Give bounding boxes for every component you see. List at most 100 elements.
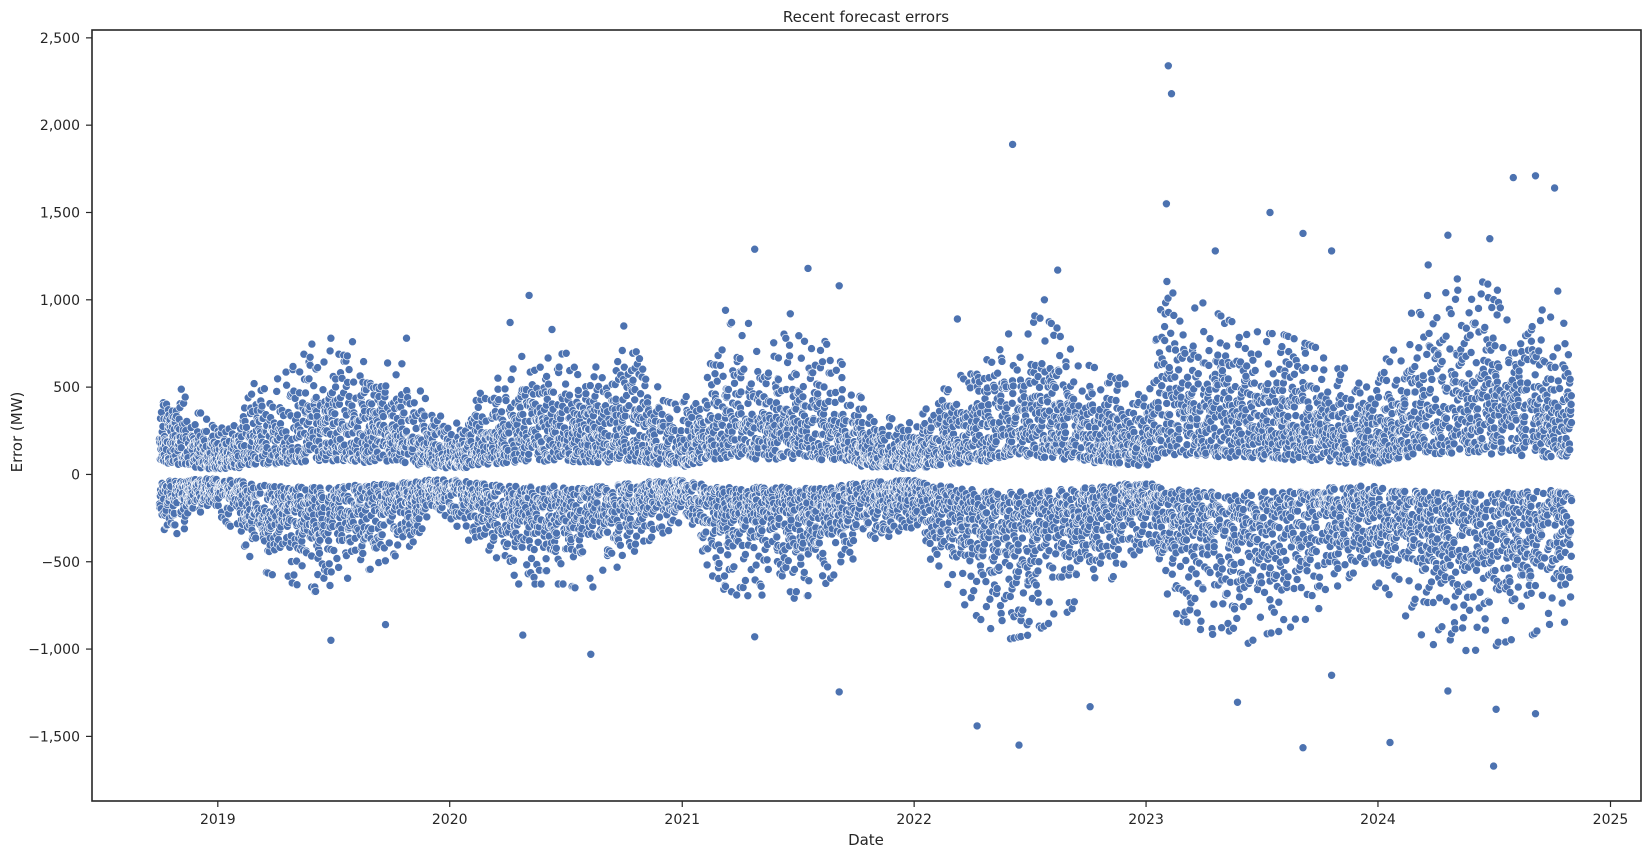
- data-point: [631, 539, 640, 549]
- data-point: [672, 405, 682, 414]
- data-point: [717, 345, 727, 355]
- data-point: [603, 527, 612, 537]
- data-point: [349, 377, 358, 387]
- data-point: [325, 346, 335, 356]
- data-point: [573, 370, 583, 379]
- data-point: [641, 374, 651, 384]
- data-point: [384, 538, 394, 548]
- data-point: [293, 410, 302, 420]
- data-point: [762, 555, 772, 565]
- data-point: [716, 545, 725, 555]
- data-point: [257, 401, 267, 411]
- data-point: [556, 559, 566, 569]
- data-point: [554, 362, 564, 372]
- data-point: [267, 570, 277, 580]
- data-point: [377, 530, 387, 540]
- data-point: [301, 456, 310, 466]
- data-point: [473, 403, 483, 412]
- data-point: [613, 357, 623, 366]
- data-point: [588, 582, 598, 592]
- data-point: [292, 580, 302, 590]
- data-point: [420, 411, 430, 421]
- data-point: [247, 389, 256, 399]
- data-point: [334, 563, 343, 572]
- data-point: [529, 545, 539, 554]
- data-point: [558, 579, 568, 589]
- data-point: [724, 385, 733, 394]
- data-point: [180, 524, 189, 534]
- data-point: [542, 372, 551, 381]
- data-point: [701, 527, 711, 537]
- data-point: [245, 552, 255, 561]
- data-point: [628, 375, 638, 385]
- data-point: [578, 547, 587, 557]
- data-point: [674, 518, 683, 528]
- data-point: [249, 379, 259, 388]
- data-point: [172, 529, 182, 538]
- data-point: [325, 581, 335, 590]
- data-point: [729, 562, 739, 572]
- data-point: [536, 579, 546, 589]
- data-point: [304, 374, 314, 384]
- data-point: [383, 358, 392, 368]
- data-point: [549, 387, 558, 397]
- data-point: [332, 554, 342, 563]
- data-point: [749, 543, 759, 552]
- data-point: [739, 364, 749, 374]
- data-point: [408, 537, 418, 547]
- data-point: [400, 458, 410, 467]
- data-point: [764, 368, 773, 378]
- data-point: [497, 407, 506, 417]
- data-point: [365, 564, 375, 574]
- data-point: [581, 389, 591, 399]
- data-point: [190, 420, 200, 430]
- data-point: [493, 373, 503, 383]
- data-point: [617, 551, 627, 560]
- data-point: [301, 388, 310, 398]
- data-point: [735, 354, 745, 363]
- data-point: [774, 375, 783, 384]
- data-point: [196, 408, 205, 418]
- data-point: [461, 521, 471, 531]
- data-point: [509, 555, 518, 565]
- data-point: [612, 562, 622, 572]
- data-point: [737, 331, 747, 340]
- data-point: [196, 507, 205, 517]
- data-point: [710, 369, 720, 379]
- data-point: [756, 581, 766, 591]
- data-point: [508, 364, 518, 374]
- data-point: [757, 526, 767, 536]
- data-point: [452, 521, 462, 531]
- data-point: [617, 346, 627, 355]
- data-point: [741, 576, 750, 585]
- data-point: [703, 373, 712, 382]
- data-point: [517, 352, 527, 361]
- data-point: [324, 536, 333, 546]
- data-point: [785, 340, 794, 350]
- data-point: [702, 560, 712, 570]
- data-point: [638, 364, 648, 374]
- data-point: [785, 351, 794, 361]
- data-point: [569, 362, 579, 372]
- data-point: [741, 550, 750, 559]
- data-point: [786, 515, 796, 525]
- data-point: [542, 566, 551, 576]
- data-point: [180, 392, 190, 402]
- data-point: [772, 532, 782, 542]
- data-point: [390, 551, 400, 561]
- data-point: [565, 390, 574, 400]
- data-point: [620, 411, 630, 421]
- data-point: [517, 542, 527, 552]
- data-point: [743, 591, 753, 601]
- data-point: [202, 414, 211, 424]
- data-point: [732, 590, 742, 600]
- data-point: [305, 352, 315, 362]
- data-point: [714, 559, 724, 568]
- data-point: [535, 362, 545, 372]
- data-point: [616, 540, 625, 550]
- data-point: [177, 384, 186, 394]
- data-point: [727, 318, 736, 327]
- data-point: [541, 554, 551, 564]
- data-point: [342, 351, 352, 361]
- data-point: [272, 387, 282, 396]
